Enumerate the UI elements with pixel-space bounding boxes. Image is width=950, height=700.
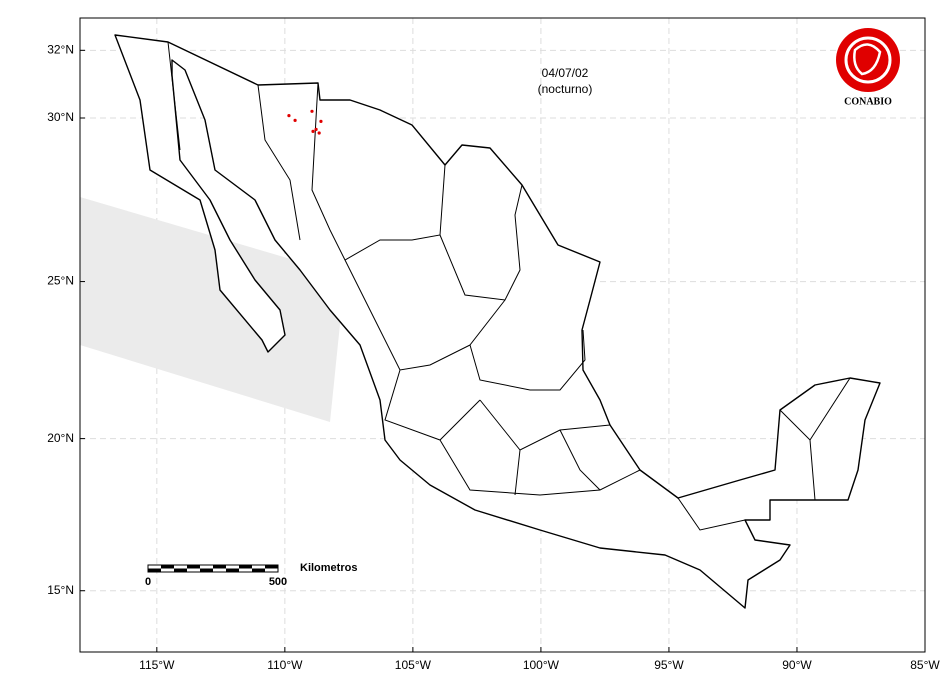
logo-ring <box>844 36 892 84</box>
scale-bar-checks <box>148 565 278 572</box>
scale-bar-check <box>161 565 174 569</box>
y-tick-label: 25°N <box>47 274 74 288</box>
y-tick-label: 30°N <box>47 110 74 124</box>
fire-point <box>310 109 314 113</box>
x-tick-label: 105°W <box>395 658 432 672</box>
scale-bar-check <box>239 565 252 569</box>
y-tick-label: 32°N <box>47 42 74 56</box>
y-tick-label: 15°N <box>47 583 74 597</box>
fire-point <box>317 131 321 135</box>
axes: 115°W 110°W 105°W 100°W 95°W 90°W 85°W 15°N 20°N… <box>47 17 940 672</box>
scale-bar: Kilometros 0 500 <box>145 562 358 588</box>
fire-point <box>287 114 291 118</box>
x-tick-label: 110°W <box>267 658 303 672</box>
x-tick-label: 95°W <box>654 658 684 672</box>
scale-bar-label: Kilometros <box>300 562 357 574</box>
x-tick-label: 115°W <box>139 658 175 672</box>
axes-box <box>79 17 926 653</box>
x-tick-label: 85°W <box>910 658 940 672</box>
x-tick-label: 100°W <box>523 658 560 672</box>
fire-point <box>293 118 297 122</box>
scale-bar-check <box>252 568 265 572</box>
logo: CONABIO <box>836 28 900 107</box>
scale-bar-check <box>187 565 200 569</box>
state-borders <box>167 41 851 531</box>
y-tick-label: 20°N <box>47 431 74 445</box>
scale-bar-check <box>174 568 187 572</box>
scale-bar-tick: 0 <box>145 576 151 588</box>
fire-points <box>287 109 323 135</box>
scale-bar-check <box>213 565 226 569</box>
logo-glyph <box>853 43 882 76</box>
fire-point <box>314 127 318 131</box>
scale-bar-tick: 500 <box>269 576 287 588</box>
x-tick-label: 90°W <box>782 658 812 672</box>
fire-point <box>319 119 323 123</box>
scale-bar-check <box>226 568 239 572</box>
scale-bar-check <box>200 568 213 572</box>
night-label: (nocturno) <box>538 82 593 96</box>
scale-bar-check <box>148 568 161 572</box>
fire-point <box>311 129 315 133</box>
mexico-outline <box>114 34 881 609</box>
satellite-swath <box>80 197 345 422</box>
scale-bar-check <box>265 565 278 569</box>
date-label: 04/07/02 <box>542 66 589 80</box>
logo-text: CONABIO <box>844 96 892 107</box>
